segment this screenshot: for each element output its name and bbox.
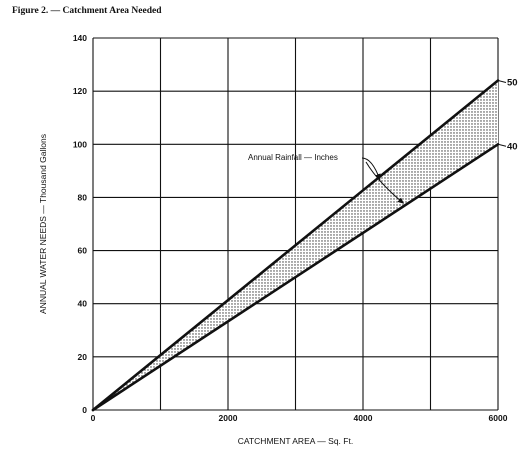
series-label-leader <box>497 80 507 83</box>
annotation-text: Annual Rainfall — Inches <box>248 153 338 162</box>
grid-layer <box>92 37 499 411</box>
annotation-arrow-upper <box>361 157 381 181</box>
series-line-50 <box>91 79 500 412</box>
series-layer: 50 40 <box>91 78 518 412</box>
y-tick-label: 20 <box>78 352 88 362</box>
y-tick-label: 60 <box>78 246 88 256</box>
x-axis-label: CATCHMENT AREA — Sq. Ft. <box>238 436 353 446</box>
y-tick-label: 100 <box>73 139 87 149</box>
x-tick-label: 0 <box>91 413 96 423</box>
y-axis-label: ANNUAL WATER NEEDS — Thousand Gallons <box>38 134 48 314</box>
y-tick-label: 120 <box>73 86 87 96</box>
annotation-arrow-lower <box>365 161 405 204</box>
y-tick-label: 0 <box>82 405 87 415</box>
annotation-layer: Annual Rainfall — Inches <box>248 153 405 204</box>
figure-title: Figure 2. — Catchment Area Needed <box>12 6 162 16</box>
series-label-leader <box>497 143 507 147</box>
y-tick-label: 40 <box>78 299 88 309</box>
tick-layer: 0 20 40 60 80 100 120 140 0 2000 4000 6000 <box>73 33 508 423</box>
x-tick-label: 2000 <box>219 413 238 423</box>
series-line-40 <box>91 142 500 412</box>
y-tick-label: 80 <box>78 192 88 202</box>
x-tick-label: 6000 <box>489 413 508 423</box>
series-label-40: 40 <box>507 141 518 152</box>
y-tick-label: 140 <box>73 33 87 43</box>
x-tick-label: 4000 <box>354 413 373 423</box>
series-label-50: 50 <box>507 78 518 89</box>
